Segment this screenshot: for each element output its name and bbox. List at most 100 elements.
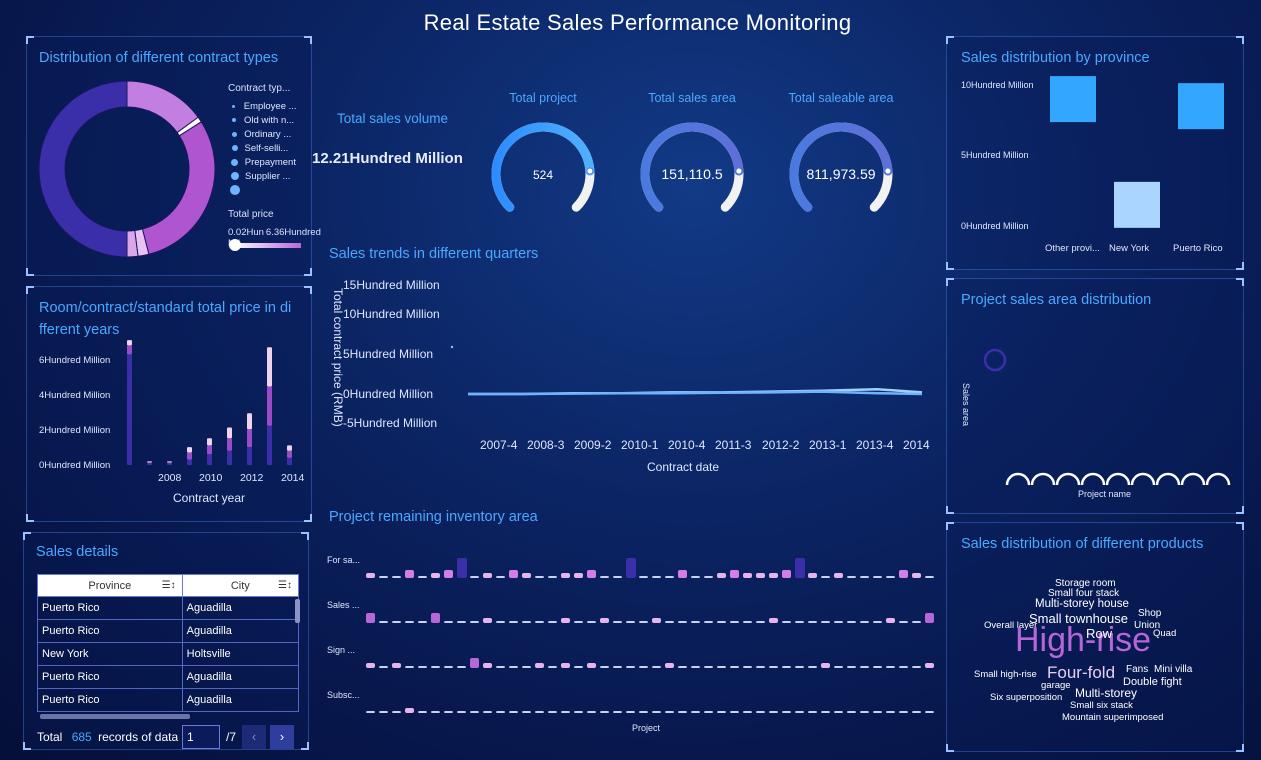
inventory-cell[interactable] xyxy=(821,711,830,713)
inventory-cell[interactable] xyxy=(782,666,791,668)
inventory-cell[interactable] xyxy=(925,711,934,713)
inventory-cell[interactable] xyxy=(834,573,843,578)
word-cloud-term[interactable]: Union xyxy=(1134,620,1161,631)
inventory-cell[interactable] xyxy=(899,621,908,623)
inventory-cell[interactable] xyxy=(886,666,895,668)
legend-item[interactable]: Self-selli... xyxy=(230,141,297,155)
inventory-cell[interactable] xyxy=(496,576,505,578)
inventory-cell[interactable] xyxy=(821,621,830,623)
inventory-cell[interactable] xyxy=(379,666,388,668)
inventory-cell[interactable] xyxy=(652,666,661,668)
word-cloud-term[interactable]: Overall layer xyxy=(984,620,1038,631)
horizontal-scrollbar[interactable] xyxy=(40,714,190,719)
inventory-cell[interactable] xyxy=(860,621,869,623)
inventory-cell[interactable] xyxy=(795,558,805,578)
inventory-cell[interactable] xyxy=(639,666,648,668)
trend-line[interactable] xyxy=(468,390,923,396)
inventory-cell[interactable] xyxy=(457,711,466,713)
bar-segment[interactable] xyxy=(267,347,272,387)
inventory-cell[interactable] xyxy=(730,666,739,668)
word-cloud-term[interactable]: High-rise xyxy=(1015,621,1152,659)
inventory-cell[interactable] xyxy=(366,613,375,623)
inventory-cell[interactable] xyxy=(470,711,479,713)
inventory-cell[interactable] xyxy=(561,618,570,623)
inventory-cell[interactable] xyxy=(483,573,492,578)
inventory-cell[interactable] xyxy=(795,711,804,713)
inventory-cell[interactable] xyxy=(509,570,518,578)
bar-segment[interactable] xyxy=(187,459,192,465)
bar-segment[interactable] xyxy=(207,445,212,455)
inventory-cell[interactable] xyxy=(457,621,466,623)
inventory-cell[interactable] xyxy=(847,711,856,713)
inventory-cell[interactable] xyxy=(743,621,752,623)
inventory-cell[interactable] xyxy=(808,573,817,578)
inventory-cell[interactable] xyxy=(587,570,596,578)
bar-segment[interactable] xyxy=(187,452,192,460)
word-cloud-term[interactable]: Multi-storey house xyxy=(1035,598,1129,610)
bar-segment[interactable] xyxy=(207,454,212,465)
inventory-cell[interactable] xyxy=(782,711,791,713)
inventory-cell[interactable] xyxy=(405,708,414,713)
project-area-mark[interactable] xyxy=(1130,472,1156,486)
word-cloud-term[interactable]: Mountain superimposed xyxy=(1062,712,1164,723)
word-cloud-term[interactable]: Quad xyxy=(1153,628,1177,639)
inventory-cell[interactable] xyxy=(665,663,674,668)
inventory-cell[interactable] xyxy=(730,570,739,578)
inventory-cell[interactable] xyxy=(873,666,882,668)
inventory-cell[interactable] xyxy=(457,666,466,668)
legend-item[interactable]: Prepayment xyxy=(230,155,297,169)
inventory-cell[interactable] xyxy=(886,576,895,578)
inventory-cell[interactable] xyxy=(535,663,544,668)
inventory-cell[interactable] xyxy=(678,621,687,623)
inventory-cell[interactable] xyxy=(717,711,726,713)
inventory-cell[interactable] xyxy=(704,621,713,623)
table-row[interactable]: Puerto Rico Aguadilla xyxy=(37,688,299,712)
inventory-cell[interactable] xyxy=(522,711,531,713)
inventory-cell[interactable] xyxy=(912,573,921,578)
inventory-cell[interactable] xyxy=(392,663,401,668)
inventory-cell[interactable] xyxy=(626,666,635,668)
inventory-cell[interactable] xyxy=(782,570,791,578)
inventory-cell[interactable] xyxy=(691,621,700,623)
inventory-cell[interactable] xyxy=(522,573,531,578)
inventory-cell[interactable] xyxy=(405,666,414,668)
inventory-cell[interactable] xyxy=(496,711,505,713)
bar-segment[interactable] xyxy=(227,438,232,451)
inventory-cell[interactable] xyxy=(886,711,895,713)
inventory-cell[interactable] xyxy=(626,558,636,578)
inventory-cell[interactable] xyxy=(535,576,544,578)
inventory-cell[interactable] xyxy=(548,621,557,623)
bar-segment[interactable] xyxy=(167,461,172,463)
word-cloud-term[interactable]: Fans xyxy=(1126,664,1149,675)
bar-segment[interactable] xyxy=(187,447,192,453)
vertical-scrollbar[interactable] xyxy=(295,599,300,623)
inventory-cell[interactable] xyxy=(548,576,557,578)
inventory-cell[interactable] xyxy=(418,711,427,713)
legend-item[interactable]: Supplier ... xyxy=(230,169,297,183)
inventory-cell[interactable] xyxy=(860,711,869,713)
bar-segment[interactable] xyxy=(207,438,212,446)
page-input[interactable] xyxy=(182,725,220,749)
inventory-cell[interactable] xyxy=(561,711,570,713)
inventory-cell[interactable] xyxy=(431,573,440,578)
bar-segment[interactable] xyxy=(267,425,272,465)
inventory-cell[interactable] xyxy=(613,666,622,668)
project-area-mark[interactable] xyxy=(1155,472,1181,486)
inventory-cell[interactable] xyxy=(873,576,882,578)
inventory-cell[interactable] xyxy=(847,666,856,668)
inventory-cell[interactable] xyxy=(418,666,427,668)
inventory-cell[interactable] xyxy=(392,576,401,578)
inventory-cell[interactable] xyxy=(782,621,791,623)
prev-page-button[interactable]: ‹ xyxy=(242,725,266,749)
inventory-cell[interactable] xyxy=(483,663,492,668)
inventory-cell[interactable] xyxy=(470,658,479,668)
bar-segment[interactable] xyxy=(227,450,232,465)
inventory-cell[interactable] xyxy=(366,663,375,668)
project-area-mark[interactable] xyxy=(1030,472,1056,486)
inventory-cell[interactable] xyxy=(925,576,934,578)
inventory-cell[interactable] xyxy=(860,576,869,578)
inventory-cell[interactable] xyxy=(756,573,765,578)
inventory-cell[interactable] xyxy=(860,666,869,668)
inventory-cell[interactable] xyxy=(652,618,661,623)
project-area-point[interactable] xyxy=(983,348,1007,372)
